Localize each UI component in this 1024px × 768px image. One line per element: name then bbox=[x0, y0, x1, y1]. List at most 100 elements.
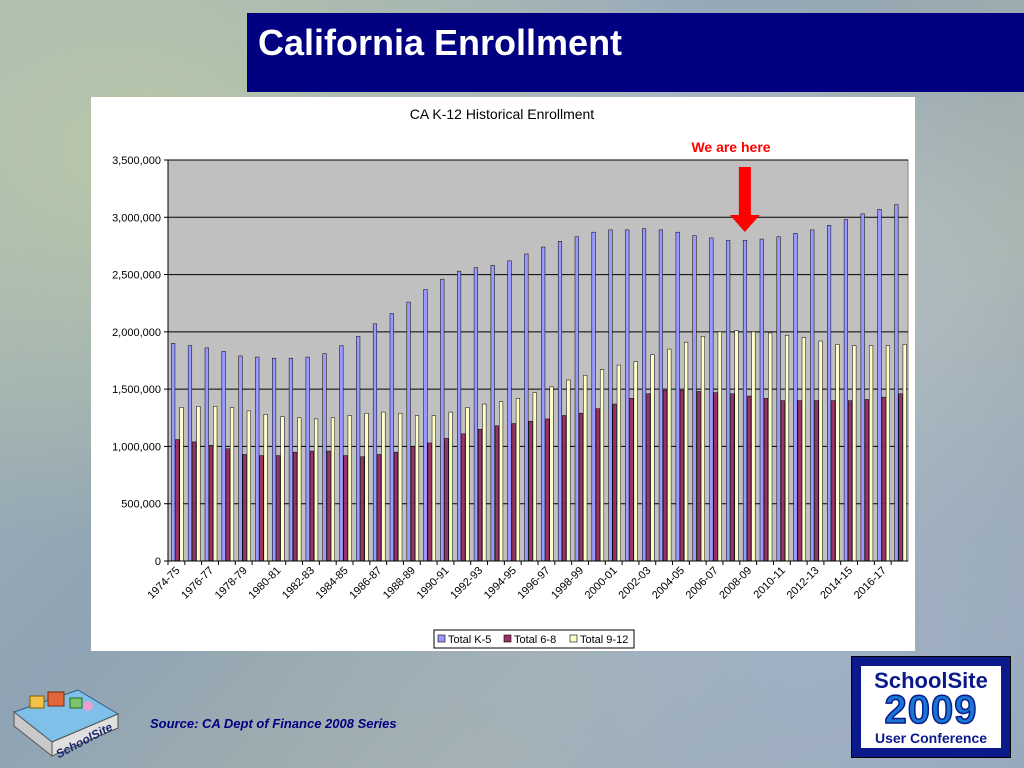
bar-total-6-8 bbox=[293, 451, 298, 562]
bar-total-6-8 bbox=[528, 420, 533, 562]
bar-total-k-5 bbox=[642, 228, 647, 562]
bar-total-9-12 bbox=[263, 414, 268, 562]
bar-total-k-5 bbox=[759, 238, 764, 562]
bar-total-6-8 bbox=[175, 439, 180, 562]
bar-total-9-12 bbox=[768, 332, 773, 562]
bar-total-k-5 bbox=[440, 278, 445, 562]
bar-total-k-5 bbox=[187, 345, 193, 562]
bar-total-k-5 bbox=[625, 229, 630, 562]
bar-total-k-5 bbox=[339, 345, 344, 562]
bar-total-6-8 bbox=[848, 400, 853, 562]
bar-total-9-12 bbox=[835, 344, 840, 562]
x-tick-label: 1994-95 bbox=[482, 565, 519, 602]
bar-total-9-12 bbox=[633, 361, 638, 562]
bar-total-k-5 bbox=[541, 246, 546, 562]
bar-total-9-12 bbox=[482, 403, 487, 562]
bar-total-9-12 bbox=[616, 364, 621, 562]
x-tick-label: 1998-99 bbox=[549, 565, 586, 602]
x-axis: 1974-751976-771978-791980-811982-831984-… bbox=[145, 560, 908, 602]
bar-total-6-8 bbox=[377, 454, 382, 562]
bar-total-9-12 bbox=[751, 331, 756, 562]
bar-total-9-12 bbox=[499, 401, 504, 562]
bar-total-6-8 bbox=[309, 450, 314, 562]
bar-total-6-8 bbox=[612, 403, 617, 562]
bar-total-k-5 bbox=[204, 347, 209, 562]
annotation-arrow bbox=[729, 167, 760, 232]
bar-total-k-5 bbox=[372, 323, 378, 562]
bar-total-6-8 bbox=[326, 450, 331, 562]
bar-total-k-5 bbox=[608, 229, 613, 562]
legend-box bbox=[433, 629, 635, 649]
bar-total-9-12 bbox=[717, 331, 722, 562]
annotation-arrow-head bbox=[729, 215, 760, 232]
bar-total-6-8 bbox=[797, 400, 802, 562]
bar-total-k-5 bbox=[238, 355, 243, 562]
bar-total-6-8 bbox=[225, 448, 230, 562]
x-tick-label: 2000-01 bbox=[583, 565, 620, 602]
bar-total-6-8 bbox=[898, 393, 903, 562]
bar-total-6-8 bbox=[629, 398, 634, 562]
bar-total-6-8 bbox=[545, 418, 550, 562]
bar-total-6-8 bbox=[747, 395, 752, 562]
y-tick-label: 0 bbox=[155, 556, 161, 568]
bar-total-k-5 bbox=[406, 301, 411, 562]
bar-total-6-8 bbox=[595, 408, 600, 562]
y-tick-label: 1,500,000 bbox=[112, 384, 161, 396]
x-tick-label: 1992-93 bbox=[448, 565, 485, 602]
bar-total-9-12 bbox=[347, 415, 352, 562]
bar-total-6-8 bbox=[494, 425, 499, 562]
bar-total-9-12 bbox=[431, 415, 436, 562]
bar-total-6-8 bbox=[814, 400, 819, 562]
bar-total-9-12 bbox=[650, 354, 655, 562]
x-tick-label: 1974-75 bbox=[145, 565, 182, 602]
conference-logo-panel: SchoolSite 2009 User Conference bbox=[860, 665, 1002, 749]
x-tick-label: 2010-11 bbox=[752, 565, 788, 601]
x-tick-label: 2006-07 bbox=[684, 565, 721, 602]
bar-total-k-5 bbox=[810, 229, 815, 562]
bar-total-9-12 bbox=[885, 345, 890, 562]
annotation-label: We are here bbox=[691, 139, 770, 155]
bar-total-9-12 bbox=[398, 412, 403, 562]
x-tick-label: 1982-83 bbox=[280, 565, 317, 602]
bar-total-6-8 bbox=[780, 400, 785, 562]
bar-total-9-12 bbox=[246, 410, 251, 562]
bar-total-6-8 bbox=[343, 455, 348, 562]
bar-total-k-5 bbox=[473, 267, 478, 562]
slide-title: California Enrollment bbox=[258, 22, 623, 63]
bar-total-6-8 bbox=[730, 393, 735, 562]
bar-total-k-5 bbox=[288, 357, 293, 562]
x-tick-label: 2014-15 bbox=[818, 565, 855, 602]
bar-total-6-8 bbox=[562, 415, 567, 562]
bar-total-6-8 bbox=[478, 428, 483, 562]
bar-total-6-8 bbox=[276, 455, 281, 562]
bar-total-9-12 bbox=[532, 392, 537, 562]
bar-total-9-12 bbox=[314, 418, 319, 562]
bar-total-9-12 bbox=[448, 411, 453, 562]
bar-total-6-8 bbox=[663, 390, 668, 562]
x-tick-label: 1988-89 bbox=[381, 565, 418, 602]
legend-label: Total K-5 bbox=[448, 634, 491, 646]
bar-total-6-8 bbox=[881, 396, 886, 562]
bar-total-k-5 bbox=[591, 231, 596, 562]
bar-total-6-8 bbox=[360, 456, 365, 562]
bar-total-k-5 bbox=[557, 241, 563, 562]
bar-total-9-12 bbox=[583, 375, 588, 562]
schoolsite-logo: SchoolSite bbox=[12, 689, 120, 760]
legend: Total K-5 Total 6-8 Total 9-12 bbox=[433, 629, 635, 649]
bar-total-k-5 bbox=[221, 351, 226, 562]
bar-total-6-8 bbox=[461, 433, 466, 562]
conference-logo: SchoolSite 2009 User Conference bbox=[851, 656, 1011, 758]
x-tick-label: 1976-77 bbox=[179, 565, 216, 602]
bar-total-k-5 bbox=[423, 289, 428, 562]
x-tick-label: 2004-05 bbox=[650, 565, 687, 602]
bar-total-6-8 bbox=[259, 455, 264, 562]
bar-total-9-12 bbox=[734, 330, 739, 562]
y-tick-label: 2,500,000 bbox=[112, 270, 161, 282]
bar-total-6-8 bbox=[393, 451, 399, 562]
title-bar bbox=[247, 13, 1024, 92]
bar-total-k-5 bbox=[507, 260, 512, 562]
bar-total-k-5 bbox=[843, 219, 848, 562]
bar-total-k-5 bbox=[709, 237, 714, 562]
x-tick-label: 1986-87 bbox=[347, 565, 384, 602]
bar-total-9-12 bbox=[213, 406, 218, 562]
